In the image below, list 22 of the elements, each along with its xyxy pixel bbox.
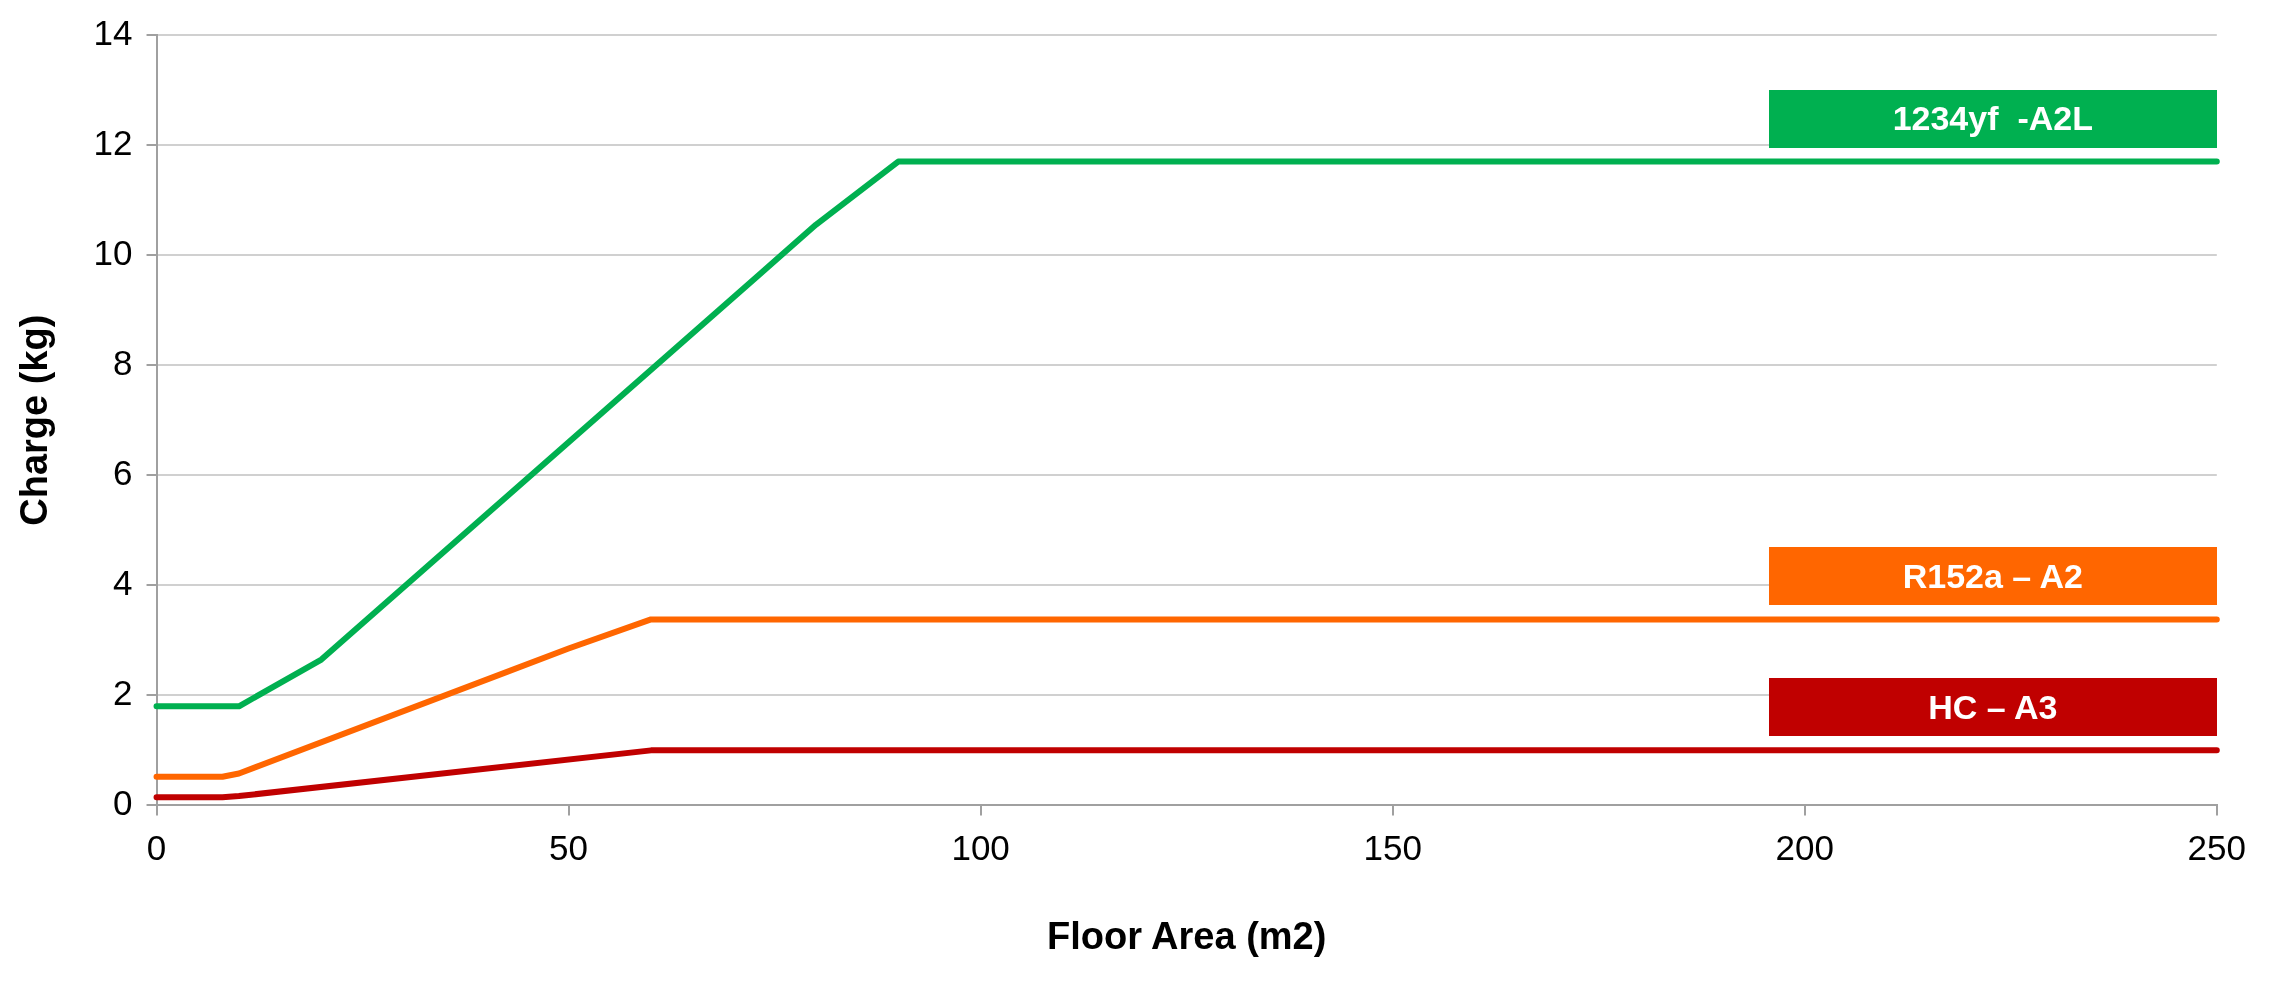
x-tick-label: 250 — [2187, 828, 2247, 868]
y-axis-title: Charge (kg) — [13, 314, 56, 526]
y-tick-label: 14 — [93, 12, 133, 52]
y-tick-label: 0 — [113, 783, 133, 823]
name-tag: 1234yf -A2L — [1768, 89, 2217, 148]
x-tick-label: 50 — [549, 828, 589, 868]
series-label: 1234yf -A2L — [1892, 99, 2093, 139]
y-tick-label: 12 — [93, 122, 133, 162]
x-tick-label: 200 — [1775, 828, 1834, 868]
x-tick-label: 150 — [1363, 828, 1422, 868]
y-tick-label: 4 — [113, 562, 133, 602]
name-tag: HC – A3 — [1768, 678, 2217, 737]
y-tick-label: 6 — [113, 452, 133, 492]
x-tick-label: 100 — [951, 828, 1010, 868]
x-axis-title: Floor Area (m2) — [1046, 914, 1327, 957]
name-tag: R152a – A2 — [1768, 547, 2217, 606]
y-tick-label: 8 — [113, 342, 133, 382]
series-label: R152a – A2 — [1902, 556, 2083, 596]
series-label: HC – A3 — [1928, 687, 2058, 727]
y-tick-label: 10 — [93, 232, 133, 272]
x-tick-label: 0 — [146, 828, 167, 868]
y-tick-label: 2 — [113, 673, 133, 712]
